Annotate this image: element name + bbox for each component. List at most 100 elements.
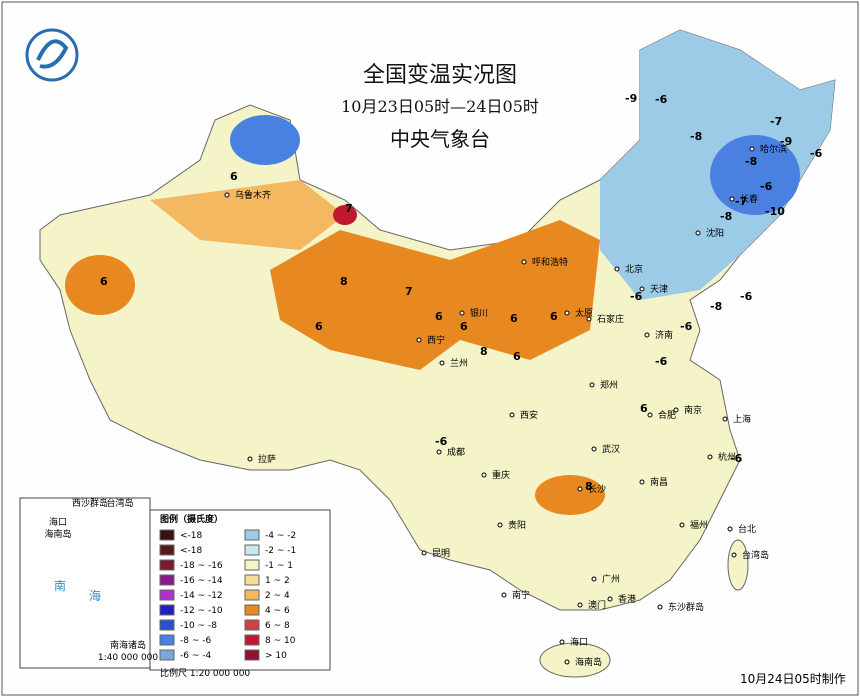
legend-label: -4 ~ -2 <box>265 531 296 541</box>
value-label: -6 <box>760 180 773 193</box>
city-label: 贵阳 <box>508 519 526 531</box>
city-dot <box>679 522 685 528</box>
city-label: 西安 <box>520 409 538 421</box>
city-label: 成都 <box>447 446 465 458</box>
city-label: 广州 <box>602 573 620 585</box>
footer: 10月24日05时制作 <box>740 672 846 686</box>
value-label: -9 <box>780 135 792 148</box>
legend-swatch <box>159 619 175 631</box>
city-label: 石家庄 <box>597 313 624 325</box>
city-dot <box>247 456 253 462</box>
city-dot <box>421 550 427 556</box>
value-label: -8 <box>720 210 732 223</box>
city-dot <box>564 659 570 665</box>
city-label: 杭州 <box>718 451 736 463</box>
city-dot <box>591 446 597 452</box>
legend-label: -12 ~ -10 <box>180 606 223 616</box>
legend-label: -2 ~ -1 <box>265 546 296 556</box>
city-dot <box>727 526 733 532</box>
city-dot <box>707 454 713 460</box>
subtitle: 10月23日05时—24日05时 <box>341 97 539 116</box>
value-label: -6 <box>810 147 823 160</box>
value-label: 8 <box>585 480 593 493</box>
legend-label: -14 ~ -12 <box>180 591 223 601</box>
legend-label: -1 ~ 1 <box>265 561 293 571</box>
legend-swatch <box>159 529 175 541</box>
warming-central <box>270 220 600 370</box>
city-dot <box>673 407 679 413</box>
value-label: 7 <box>405 285 413 298</box>
warming-xinjiang <box>150 180 345 250</box>
value-label: -6 <box>680 320 693 333</box>
city-label: 哈尔滨 <box>760 143 787 155</box>
value-label: -7 <box>770 115 782 128</box>
city-label: 长沙 <box>588 483 606 495</box>
legend-swatch <box>159 544 175 556</box>
city-dot <box>586 316 592 322</box>
city-label: 海南岛 <box>575 656 602 668</box>
value-label: 8 <box>340 275 348 288</box>
logo <box>25 28 79 82</box>
cooling-northwest <box>230 115 300 165</box>
city-dot <box>577 486 583 492</box>
city-label: 乌鲁木齐 <box>235 189 271 201</box>
city-label: 沈阳 <box>706 227 724 239</box>
city-dot <box>224 192 230 198</box>
city-dot <box>639 286 645 292</box>
city-label: 北京 <box>625 263 643 275</box>
hainan <box>539 642 611 678</box>
legend-title: 图例（摄氏度） <box>160 513 223 525</box>
city-dot <box>657 604 663 610</box>
value-label: 8 <box>480 345 488 358</box>
legend-label: -18 ~ -16 <box>180 561 223 571</box>
city-label: 台湾岛 <box>742 549 769 561</box>
legend-swatch <box>244 559 260 571</box>
city-label: 南昌 <box>650 476 668 488</box>
legend-label: 4 ~ 6 <box>265 606 290 616</box>
city-label: 台北 <box>738 523 756 535</box>
legend-swatch <box>244 574 260 586</box>
city-dot <box>695 230 701 236</box>
city-label: 兰州 <box>450 357 468 369</box>
inset-label: 海 <box>89 588 101 603</box>
inset-label: 1:40 000 000 <box>98 653 159 663</box>
city-label: 重庆 <box>492 469 510 481</box>
legend-label: -10 ~ -8 <box>180 621 217 631</box>
city-dot <box>614 266 620 272</box>
city-dot <box>731 552 737 558</box>
city-dot <box>497 522 503 528</box>
legend-label: > 10 <box>265 651 287 661</box>
city-dot <box>481 472 487 478</box>
legend-box <box>149 509 331 671</box>
value-label: 6 <box>640 402 648 415</box>
city-dot <box>501 592 507 598</box>
city-dot <box>521 259 527 265</box>
legend-label: -8 ~ -6 <box>180 636 211 646</box>
warming-hunan <box>535 475 605 515</box>
city-dot <box>559 639 565 645</box>
warming-spot <box>333 205 357 225</box>
warming-west <box>65 255 135 315</box>
city-label: 天津 <box>650 284 668 295</box>
legend-label: 6 ~ 8 <box>265 621 290 631</box>
value-label: 6 <box>550 310 558 323</box>
inset-box <box>19 497 151 669</box>
legend-swatch <box>159 559 175 571</box>
city-dot <box>722 416 728 422</box>
city-dot <box>749 146 755 152</box>
legend-swatch <box>244 589 260 601</box>
inset-label: 西沙群岛 <box>72 497 108 509</box>
legend-swatch <box>244 634 260 646</box>
inset-label: 海口 <box>49 516 67 528</box>
value-label: 6 <box>100 275 108 288</box>
value-label: -6 <box>740 290 753 303</box>
value-label: -8 <box>710 300 722 313</box>
legend-swatch <box>159 589 175 601</box>
city-label: 澳门 <box>588 599 606 611</box>
city-label: 上海 <box>733 413 751 425</box>
inset-label: 海南岛 <box>44 528 71 540</box>
legend-swatch <box>244 544 260 556</box>
value-label: -8 <box>745 155 757 168</box>
legend-label: 1 ~ 2 <box>265 576 290 586</box>
